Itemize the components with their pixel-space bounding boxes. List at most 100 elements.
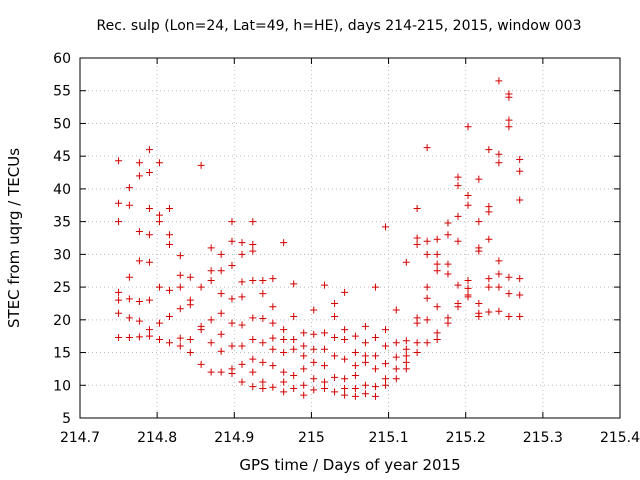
data-point (321, 378, 329, 386)
data-point (165, 313, 173, 321)
data-point (371, 365, 379, 373)
data-point (197, 360, 205, 368)
data-point (495, 307, 503, 315)
data-point (485, 308, 493, 316)
data-point (259, 290, 267, 298)
data-point (155, 218, 163, 226)
data-point (135, 333, 143, 341)
data-point (351, 332, 359, 340)
data-point (155, 283, 163, 291)
data-point (269, 319, 277, 327)
data-point (413, 234, 421, 242)
data-point (310, 345, 318, 353)
data-point (217, 309, 225, 317)
data-point (176, 252, 184, 260)
data-point (125, 184, 133, 192)
x-axis-title: GPS time / Days of year 2015 (239, 456, 460, 474)
data-point (505, 273, 513, 281)
data-point (259, 339, 267, 347)
data-point (115, 333, 123, 341)
data-point (516, 275, 524, 283)
data-point (217, 330, 225, 338)
y-tick-label: 40 (53, 182, 71, 198)
data-point (145, 205, 153, 213)
data-point (381, 342, 389, 350)
data-point (361, 358, 369, 366)
y-tick-label: 50 (53, 116, 71, 132)
data-point (495, 270, 503, 278)
data-point (310, 306, 318, 314)
data-point (413, 339, 421, 347)
data-point (165, 231, 173, 239)
data-point (300, 391, 308, 399)
data-point (269, 362, 277, 370)
data-point (392, 306, 400, 314)
data-point (155, 159, 163, 167)
data-point (485, 275, 493, 283)
data-point (145, 169, 153, 177)
data-point (444, 270, 452, 278)
data-point (228, 237, 236, 245)
data-point (351, 349, 359, 357)
data-point (115, 296, 123, 304)
data-point (402, 258, 410, 266)
data-point (165, 339, 173, 347)
data-point (505, 116, 513, 124)
data-point (475, 175, 483, 183)
data-point (125, 295, 133, 303)
y-tick-labels: 5 10 15 20 25 30 35 40 45 50 55 60 (53, 51, 71, 427)
data-point (341, 391, 349, 399)
grid-lines (80, 58, 620, 418)
data-point (249, 277, 257, 285)
data-point (392, 365, 400, 373)
data-point (341, 355, 349, 363)
data-point (516, 155, 524, 163)
data-point (300, 329, 308, 337)
data-point (331, 299, 339, 307)
data-point (165, 241, 173, 249)
data-point (341, 326, 349, 334)
data-point (145, 258, 153, 266)
data-point (217, 250, 225, 258)
data-point (485, 235, 493, 243)
data-point (331, 352, 339, 360)
data-point (341, 385, 349, 393)
data-point (280, 335, 288, 343)
data-point (444, 231, 452, 239)
data-point (115, 218, 123, 226)
data-point (115, 309, 123, 317)
data-point (321, 345, 329, 353)
data-point (321, 362, 329, 370)
data-point (341, 288, 349, 296)
data-point (249, 383, 257, 391)
data-point (505, 290, 513, 298)
data-point (402, 365, 410, 373)
data-point (402, 345, 410, 353)
data-point (361, 339, 369, 347)
data-point (176, 334, 184, 342)
data-point (300, 342, 308, 350)
x-tick-label: 215.1 (369, 430, 409, 446)
data-point (423, 250, 431, 258)
data-point (444, 219, 452, 227)
data-point (259, 385, 267, 393)
data-point (176, 305, 184, 313)
x-tick-label: 215.4 (600, 430, 640, 446)
data-point (145, 326, 153, 334)
data-point (321, 281, 329, 289)
data-point (228, 342, 236, 350)
data-point (249, 247, 257, 255)
data-point (259, 378, 267, 386)
data-point (464, 284, 472, 292)
chart-title: Rec. sulp (Lon=24, Lat=49, h=HE), days 2… (97, 18, 582, 34)
data-point (176, 342, 184, 350)
y-axis-title: STEC from uqrg / TECUs (5, 148, 23, 328)
data-point (475, 299, 483, 307)
data-point (392, 375, 400, 383)
data-point (381, 381, 389, 389)
data-point (351, 385, 359, 393)
data-point (475, 247, 483, 255)
data-points (115, 77, 524, 400)
data-point (381, 326, 389, 334)
